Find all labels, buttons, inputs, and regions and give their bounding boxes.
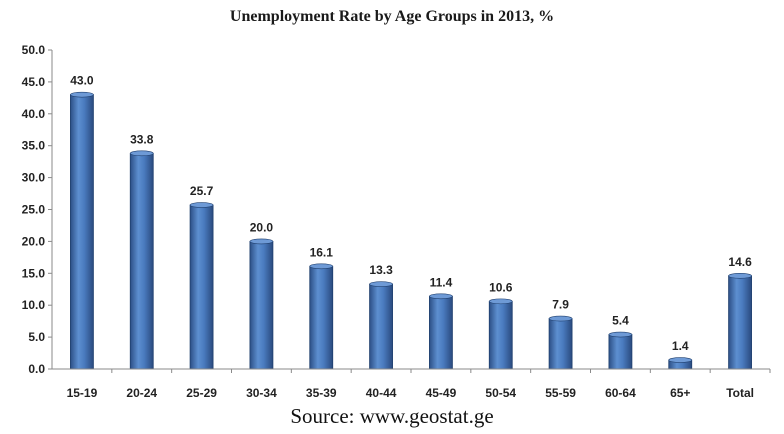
x-tick-label: 30-34 — [246, 386, 277, 400]
y-tick-label: 20.0 — [22, 234, 46, 248]
bar-top — [249, 238, 274, 245]
x-tick-label: 20-24 — [126, 386, 157, 400]
bar-top — [189, 202, 214, 208]
y-tick-label: 35.0 — [22, 139, 46, 153]
x-tick-label: 50-54 — [485, 386, 516, 400]
y-tick-label: 5.0 — [28, 330, 45, 344]
bar-top — [429, 293, 453, 300]
data-label: 13.3 — [369, 263, 393, 277]
bars: 43.0 33.8 25.7 20.0 16.1 13.3 11.4 10.6 7.9 5.4 1.… — [70, 74, 752, 370]
y-tick-label: 10.0 — [22, 298, 46, 312]
bar — [70, 94, 94, 370]
data-label: 33.8 — [130, 132, 154, 146]
data-label: 14.6 — [728, 255, 752, 269]
bar — [309, 265, 334, 370]
bar-top — [488, 298, 513, 305]
bar-top — [309, 263, 334, 270]
x-tick-label: 60-64 — [605, 386, 636, 400]
data-label: 43.0 — [70, 74, 94, 88]
bar — [249, 240, 274, 370]
bar — [728, 275, 752, 370]
x-tick-label: 25-29 — [186, 386, 217, 400]
bar-top — [608, 331, 633, 338]
y-tick-label: 15.0 — [22, 266, 46, 280]
x-tick-label: 40-44 — [366, 386, 397, 400]
data-label: 20.0 — [250, 220, 274, 234]
source-note: Source: www.geostat.ge — [290, 404, 494, 428]
bar-top — [548, 315, 573, 322]
bar — [189, 204, 214, 370]
bar-top — [70, 91, 94, 98]
data-label: 1.4 — [672, 339, 689, 353]
y-tick-label: 40.0 — [22, 107, 46, 121]
chart-title: Unemployment Rate by Age Groups in 2013,… — [229, 8, 555, 25]
x-tick-label: 55-59 — [545, 386, 576, 400]
y-tick-label: 45.0 — [22, 75, 46, 89]
x-tick-label: 45-49 — [426, 386, 457, 400]
data-label: 25.7 — [190, 184, 214, 198]
bar — [369, 283, 393, 370]
bar-top — [668, 357, 693, 363]
bar — [548, 318, 573, 370]
bar — [488, 300, 513, 370]
x-tick-label: Total — [726, 386, 754, 400]
bar-top — [728, 273, 752, 279]
data-label: 11.4 — [430, 275, 453, 289]
x-tick-label: 65+ — [670, 386, 690, 400]
y-axis: 0.0 5.0 10.0 15.0 20.0 25.0 30.0 35.0 40.0 45.0 50… — [22, 43, 53, 376]
x-axis: 15-19 20-24 25-29 30-34 35-39 40-44 45-49 50-54… — [52, 368, 771, 400]
y-tick-label: 25.0 — [22, 203, 46, 217]
y-tick-label: 0.0 — [28, 362, 45, 376]
bar — [608, 334, 633, 370]
bar — [429, 295, 453, 370]
data-label: 16.1 — [310, 245, 334, 259]
bar-top — [369, 281, 393, 287]
data-label: 10.6 — [489, 280, 513, 294]
data-label: 7.9 — [552, 298, 569, 312]
bar-top — [129, 150, 154, 157]
y-tick-label: 30.0 — [22, 171, 46, 185]
data-label: 5.4 — [612, 314, 629, 328]
y-tick-label: 50.0 — [22, 43, 46, 57]
x-tick-label: 15-19 — [67, 386, 98, 400]
x-tick-label: 35-39 — [306, 386, 337, 400]
bar — [129, 152, 154, 370]
